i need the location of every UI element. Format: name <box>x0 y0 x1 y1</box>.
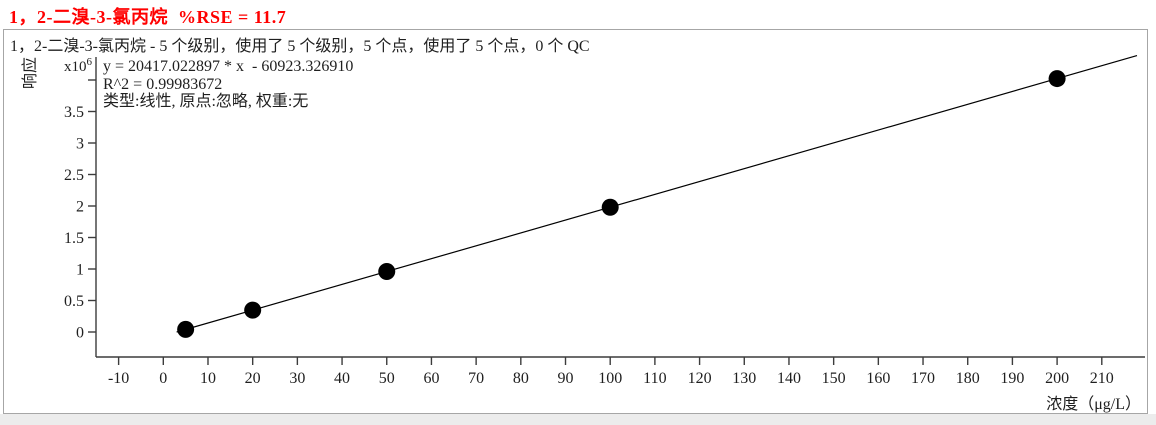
x-tick-label: -10 <box>108 370 129 387</box>
fit-stats-block: y = 20417.022897 * x - 60923.326910 R^2 … <box>103 58 353 111</box>
x-axis-label: 浓度（μg/L） <box>1046 396 1141 413</box>
x-tick-label: 170 <box>911 370 935 387</box>
y-tick-label: 1 <box>76 262 84 279</box>
fit-type-line: 类型:线性, 原点:忽略, 权重:无 <box>103 93 309 110</box>
y-tick-label: 0 <box>76 325 84 342</box>
x-tick-label: 140 <box>777 370 801 387</box>
x-tick-label: 40 <box>334 370 350 387</box>
regression-fit-line <box>176 55 1138 333</box>
calibration-plot-canvas: 0 0.5 1 1.5 2 2.5 3 3.5 -10 0 10 20 30 40 50 60 70 80 90 10… <box>64 55 1145 387</box>
x-tick-label: 80 <box>513 370 529 387</box>
compound-title: 1，2-二溴-3-氯丙烷 %RSE = 11.7 <box>9 7 287 27</box>
y-axis-unit-base: x10 <box>64 59 87 75</box>
y-axis-unit-label: x106 <box>32 56 92 76</box>
y-tick-label: 3 <box>76 136 84 153</box>
y-tick-label: 2 <box>76 199 84 216</box>
x-tick-label: 150 <box>822 370 846 387</box>
footer-strip <box>0 414 1156 425</box>
x-tick-label: 110 <box>643 370 666 387</box>
x-tick-label: 60 <box>423 370 439 387</box>
x-tick-label: 190 <box>1000 370 1024 387</box>
x-tick-label: 100 <box>598 370 622 387</box>
x-tick-label: 20 <box>245 370 261 387</box>
x-tick-label: 180 <box>956 370 980 387</box>
x-tick-label: 50 <box>379 370 395 387</box>
calibration-point <box>1048 70 1066 88</box>
calibration-point <box>601 198 619 216</box>
x-tick-label: 30 <box>289 370 305 387</box>
calibration-chart-panel: 0 0.5 1 1.5 2 2.5 3 3.5 -10 0 10 20 30 40 50 60 70 80 90 10… <box>3 29 1148 414</box>
fit-r-squared: R^2 = 0.99983672 <box>103 75 223 93</box>
chart-subtitle: 1，2-二溴-3-氯丙烷 - 5 个级别，使用了 5 个级别，5 个点，使用了 … <box>10 38 590 55</box>
x-tick-label: 10 <box>200 370 216 387</box>
x-tick-label: 70 <box>468 370 484 387</box>
calibration-point <box>378 263 396 281</box>
x-tick-label: 0 <box>159 370 167 387</box>
y-axis-unit-exponent: 6 <box>86 56 93 68</box>
y-tick-label: 3.5 <box>64 104 84 121</box>
y-tick-label: 0.5 <box>64 293 84 310</box>
y-tick-label: 2.5 <box>64 167 84 184</box>
y-tick-label: 1.5 <box>64 230 84 247</box>
calibration-point <box>244 301 262 319</box>
x-tick-label: 120 <box>688 370 712 387</box>
fit-equation: y = 20417.022897 * x - 60923.326910 <box>103 58 354 75</box>
x-tick-label: 200 <box>1045 370 1069 387</box>
x-tick-label: 90 <box>558 370 574 387</box>
x-tick-label: 160 <box>866 370 890 387</box>
calibration-point <box>177 320 195 338</box>
x-tick-label: 210 <box>1090 370 1114 387</box>
x-tick-label: 130 <box>732 370 756 387</box>
